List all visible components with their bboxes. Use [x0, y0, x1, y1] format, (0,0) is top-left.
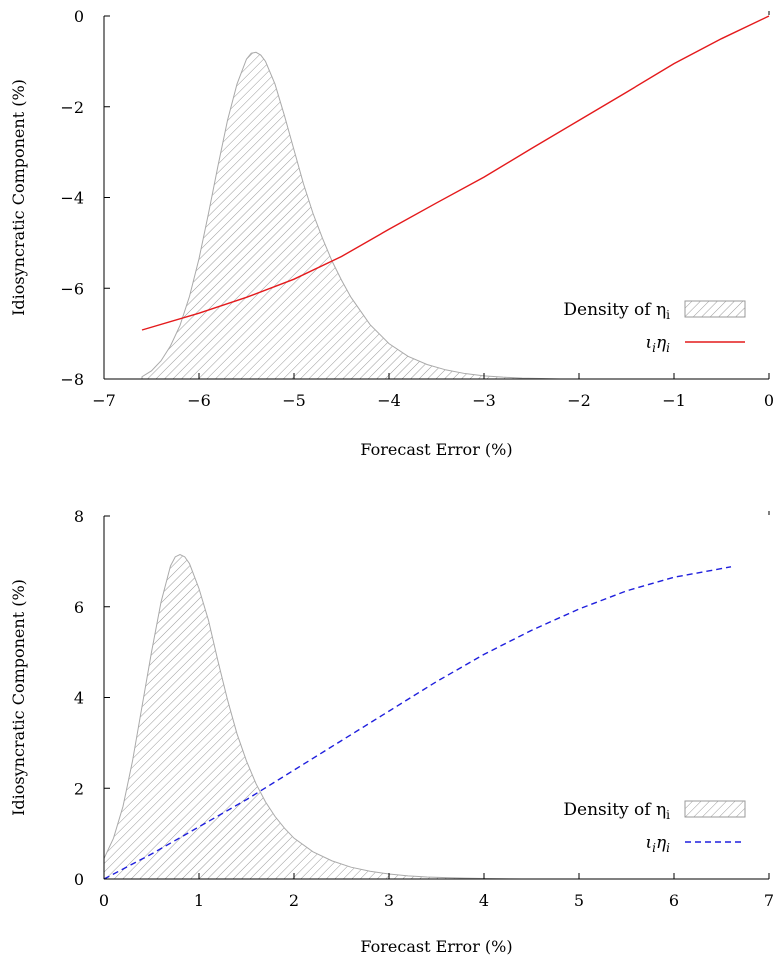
- x-tick-label: 2: [289, 891, 299, 910]
- legend-density-label: Density of ηi: [563, 300, 670, 322]
- series-line: [141, 15, 770, 331]
- x-tick-label: −7: [92, 391, 116, 410]
- y-tick-label: 0: [74, 870, 84, 889]
- y-axis-label: Idiosyncratic Component (%): [9, 579, 28, 816]
- legend-line-label: ιiηi: [645, 833, 670, 855]
- x-tick-label: 7: [764, 891, 774, 910]
- x-tick-label: −3: [472, 391, 496, 410]
- x-tick-label: 6: [669, 891, 679, 910]
- y-tick-label: 0: [74, 7, 84, 26]
- x-tick-label: 5: [574, 891, 584, 910]
- y-ticks: 0 2 4 6 8: [74, 507, 770, 889]
- y-tick-label: −8: [60, 370, 84, 389]
- legend-density-swatch: [684, 800, 746, 818]
- y-tick-label: −6: [60, 279, 84, 298]
- x-tick-label: −2: [567, 391, 591, 410]
- x-tick-label: 0: [99, 891, 109, 910]
- y-tick-label: 2: [74, 779, 84, 798]
- x-tick-label: −6: [187, 391, 211, 410]
- legend-density-swatch: [684, 300, 746, 318]
- x-ticks: −7 −6 −5 −4 −3 −2 −1 0: [92, 373, 774, 410]
- x-axis-label: Forecast Error (%): [360, 440, 512, 459]
- legend: Density of ηi ιiηi: [563, 800, 746, 855]
- x-tick-label: −1: [662, 391, 686, 410]
- x-tick-label: −5: [282, 391, 306, 410]
- chart-panel-top: −7 −6 −5 −4 −3 −2 −1 0 −8 −6 −4 −2 0 Forecast Error…: [9, 7, 774, 459]
- density-area: [103, 554, 560, 880]
- y-axis-label: Idiosyncratic Component (%): [9, 79, 28, 316]
- y-tick-label: 6: [74, 598, 84, 617]
- y-ticks: −8 −6 −4 −2 0: [60, 7, 770, 389]
- y-tick-label: 8: [74, 507, 84, 526]
- x-tick-label: −4: [377, 391, 401, 410]
- x-tick-label: 3: [384, 891, 394, 910]
- x-axis-label: Forecast Error (%): [360, 937, 512, 956]
- density-area: [141, 51, 598, 380]
- x-tick-label: 4: [479, 891, 489, 910]
- y-tick-label: −4: [60, 189, 84, 208]
- legend-density-label: Density of ηi: [563, 800, 670, 822]
- x-tick-label: 0: [764, 391, 774, 410]
- legend: Density of ηi ιiηi: [563, 300, 746, 355]
- y-tick-label: 4: [74, 689, 84, 708]
- chart-panel-bottom: 0 1 2 3 4 5 6 7 0 2 4 6 8 Forecast Error (%) Idiosy…: [9, 507, 774, 956]
- legend-line-label: ιiηi: [645, 333, 670, 355]
- x-ticks: 0 1 2 3 4 5 6 7: [99, 873, 774, 910]
- x-tick-label: 1: [194, 891, 204, 910]
- y-tick-label: −2: [60, 98, 84, 117]
